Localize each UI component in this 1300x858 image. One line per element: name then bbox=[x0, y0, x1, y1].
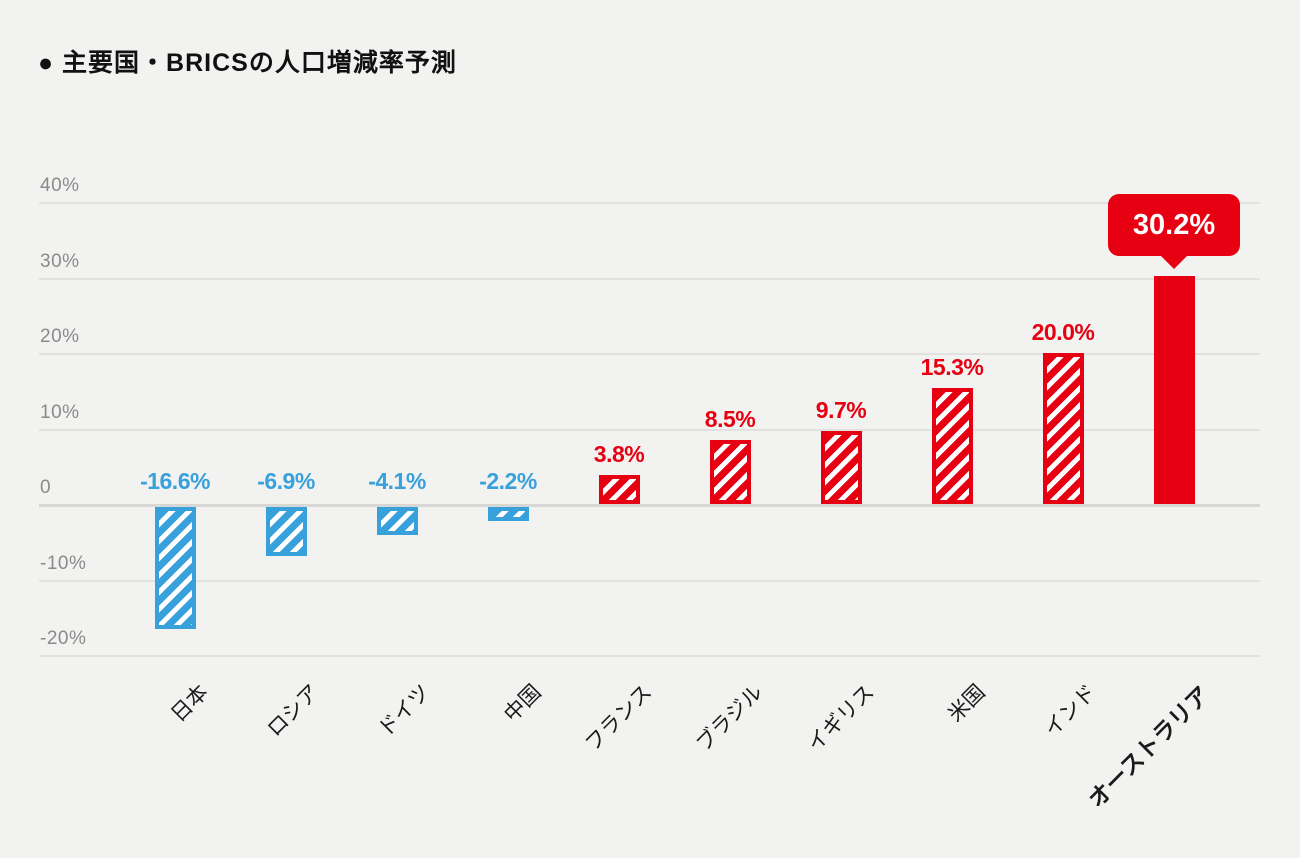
bar-value-label: -4.1% bbox=[368, 468, 426, 494]
gridline bbox=[39, 580, 1260, 582]
bar-4 bbox=[487, 507, 529, 521]
bar-1 bbox=[154, 507, 196, 629]
bar-value-label: -16.6% bbox=[140, 468, 210, 494]
gridline bbox=[39, 278, 1260, 280]
bar-value-label: 8.5% bbox=[704, 406, 756, 432]
bar-7 bbox=[820, 431, 862, 504]
bar-value-label: 3.8% bbox=[593, 441, 645, 467]
y-axis-tick-label: -10% bbox=[40, 553, 87, 574]
bar-2 bbox=[265, 507, 307, 556]
bar-value-label: 20.0% bbox=[1031, 319, 1095, 345]
x-axis-category-label: ロシア bbox=[262, 680, 324, 742]
y-axis-tick-label: 0 bbox=[40, 477, 52, 498]
y-axis-tick-label: 40% bbox=[40, 175, 80, 196]
bar-8 bbox=[931, 388, 973, 504]
callout-tail-icon bbox=[1160, 255, 1188, 269]
x-axis-category-label: インド bbox=[1039, 680, 1101, 742]
x-axis-category-label: 米国 bbox=[943, 680, 990, 727]
page-title: ● 主要国・BRICSの人口増減率予測 bbox=[38, 49, 457, 77]
gridline bbox=[39, 353, 1260, 355]
callout-bubble: 30.2% bbox=[1108, 194, 1240, 256]
bar-3 bbox=[376, 507, 418, 535]
bar-value-label: 15.3% bbox=[920, 354, 984, 380]
bar-value-label: 9.7% bbox=[815, 397, 867, 423]
x-axis-category-label: 日本 bbox=[166, 680, 213, 727]
x-axis-category-label: フランス bbox=[581, 680, 657, 756]
bar-5 bbox=[598, 475, 640, 504]
y-axis-tick-label: 10% bbox=[40, 402, 80, 423]
bar-6 bbox=[709, 440, 751, 504]
y-axis-tick-label: -20% bbox=[40, 628, 87, 649]
gridline bbox=[39, 655, 1260, 657]
x-axis-category-label: 中国 bbox=[499, 680, 546, 727]
zero-gridline bbox=[39, 504, 1260, 507]
gridline bbox=[39, 202, 1260, 204]
bar-10 bbox=[1153, 276, 1195, 504]
x-axis-category-label: イギリス bbox=[803, 680, 879, 757]
y-axis-tick-label: 30% bbox=[40, 251, 80, 272]
bar-9 bbox=[1042, 353, 1084, 504]
x-axis-category-label: ドイツ bbox=[373, 680, 435, 742]
gridline bbox=[39, 429, 1260, 431]
bar-value-label: -6.9% bbox=[257, 468, 315, 494]
x-axis-category-label: ブラジル bbox=[692, 680, 768, 756]
y-axis-tick-label: 20% bbox=[40, 326, 80, 347]
bar-value-label: -2.2% bbox=[479, 468, 537, 494]
